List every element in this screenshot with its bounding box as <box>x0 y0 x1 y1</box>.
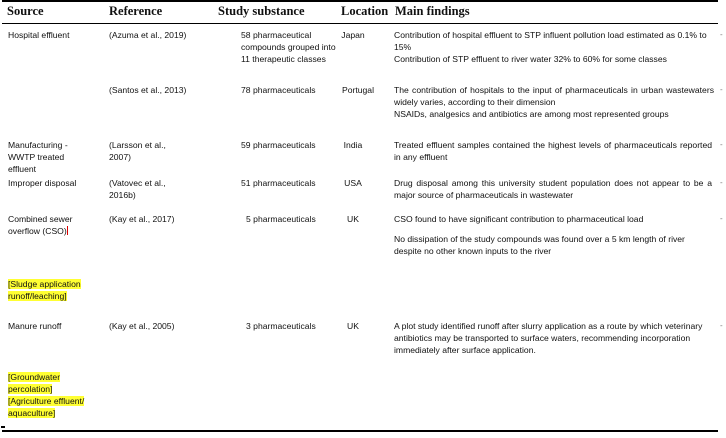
cell-source: [Sludge application runoff/leaching] <box>8 278 98 302</box>
header-study-substance: Study substance <box>218 4 305 18</box>
cell-findings: A plot study identified runoff after slu… <box>394 320 712 356</box>
cell-source: [Groundwater percolation] <box>8 371 98 395</box>
paragraph-marker: - <box>720 30 723 39</box>
highlighted-source: [Agriculture effluent/ aquaculture] <box>8 396 85 418</box>
cell-findings: Contribution of hospital effluent to STP… <box>394 29 712 65</box>
finding-paragraph: NSAIDs, analgesics and antibiotics are a… <box>394 109 669 119</box>
finding-paragraph: Contribution of hospital effluent to STP… <box>394 30 707 52</box>
paragraph-marker: - <box>720 140 723 149</box>
cell-reference: (Santos et al., 2013) <box>109 85 187 95</box>
text-cursor <box>66 226 68 235</box>
cell-location: UK <box>347 321 359 331</box>
header-reference: Reference <box>109 4 163 18</box>
header-main-findings: Main findings <box>395 4 470 18</box>
cell-findings: CSO found to have significant contributi… <box>394 213 712 257</box>
cell-findings: Treated effluent samples contained the h… <box>394 139 712 163</box>
bottom-rule <box>2 430 718 432</box>
cell-reference: (Larsson et al., 2007) <box>109 140 166 162</box>
highlighted-source: [Groundwater percolation] <box>8 372 61 394</box>
cell-location: UK <box>347 214 359 224</box>
finding-paragraph: Treated effluent samples contained the h… <box>394 140 712 162</box>
cell-reference: (Vatovec et al., 2016b) <box>109 178 166 200</box>
paragraph-marker: - <box>720 214 723 223</box>
cell-source: Manufacturing - WWTP treated effluent <box>8 140 68 174</box>
finding-paragraph: Drug disposal among this university stud… <box>394 178 712 200</box>
finding-paragraph: The contribution of hospitals to the inp… <box>394 85 714 107</box>
paragraph-marker: - <box>720 178 723 187</box>
header-source: Source <box>7 4 44 18</box>
cell-findings: Drug disposal among this university stud… <box>394 177 712 201</box>
finding-paragraph: No dissipation of the study compounds wa… <box>394 234 685 256</box>
cell-source: Hospital effluent <box>8 30 70 40</box>
finding-paragraph: A plot study identified runoff after slu… <box>394 321 703 355</box>
cell-substance: 5 pharmaceuticals <box>246 214 316 224</box>
cell-reference: (Azuma et al., 2019) <box>109 30 187 40</box>
paragraph-tick <box>1 426 5 428</box>
cell-location: USA <box>344 178 362 188</box>
cell-substance: 59 pharmaceuticals <box>241 140 316 150</box>
cell-source: [Agriculture effluent/ aquaculture] <box>8 395 120 419</box>
paragraph-marker: - <box>720 321 723 330</box>
cell-location: India <box>343 140 363 150</box>
cell-source-text: Combined sewer overflow (CSO) <box>8 214 73 236</box>
cell-reference: (Kay et al., 2017) <box>109 214 175 224</box>
highlighted-source: [Sludge application runoff/leaching] <box>8 279 81 301</box>
cell-substance: 51 pharmaceuticals <box>241 178 316 188</box>
finding-paragraph: Contribution of STP effluent to river wa… <box>394 54 667 64</box>
header-location: Location <box>341 4 389 18</box>
header-rule <box>2 23 718 24</box>
cell-source: Combined sewer overflow (CSO) <box>8 213 94 237</box>
cell-source: Manure runoff <box>8 321 62 331</box>
cell-location: Portugal <box>341 85 374 95</box>
cell-substance: 58 pharmaceutical compounds grouped into… <box>241 30 336 64</box>
cell-location: Japan <box>341 30 365 40</box>
cell-substance: 78 pharmaceuticals <box>241 85 316 95</box>
paragraph-marker: - <box>720 85 723 94</box>
cell-substance: 3 pharmaceuticals <box>246 321 316 331</box>
top-rule <box>2 0 718 2</box>
cell-reference: (Kay et al., 2005) <box>109 321 175 331</box>
finding-paragraph: CSO found to have significant contributi… <box>394 214 644 224</box>
cell-findings: The contribution of hospitals to the inp… <box>394 84 714 120</box>
cell-source: Improper disposal <box>8 178 77 188</box>
